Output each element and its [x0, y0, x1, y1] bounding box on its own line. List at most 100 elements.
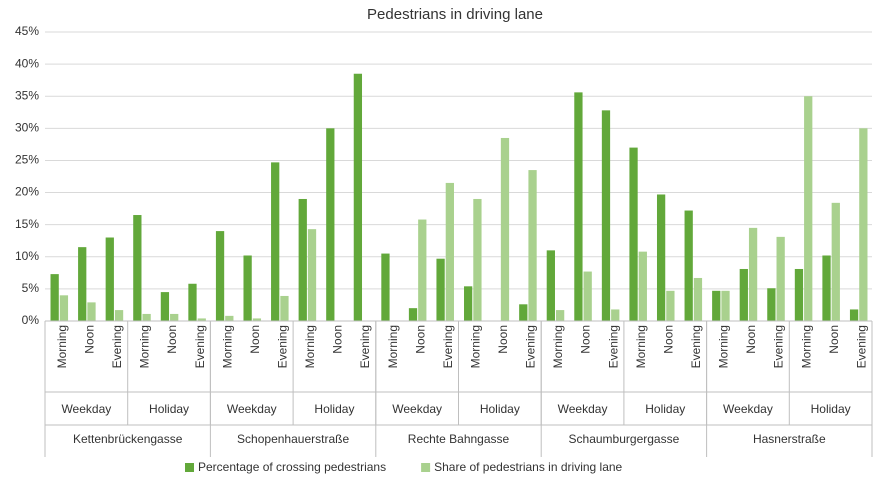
- y-tick-label: 5%: [22, 281, 40, 295]
- bar: [546, 250, 555, 321]
- category-group-label: Schaumburgergasse: [569, 432, 680, 446]
- bar: [160, 292, 170, 321]
- bar: [555, 310, 565, 321]
- x-tick-label: Noon: [331, 325, 345, 354]
- x-tick-label: Morning: [551, 325, 565, 368]
- y-tick-label: 10%: [15, 249, 39, 263]
- x-tick-label: Morning: [634, 325, 648, 368]
- x-tick-label: Morning: [303, 325, 317, 368]
- bar: [739, 268, 748, 321]
- bar: [822, 255, 831, 321]
- bar: [188, 283, 197, 321]
- category-group-label: Holiday: [480, 402, 520, 416]
- bar: [307, 229, 317, 321]
- category-group-label: Weekday: [392, 402, 442, 416]
- bar: [611, 309, 620, 321]
- bar: [500, 137, 510, 321]
- category-group-label: Weekday: [723, 402, 773, 416]
- category-group-label: Kettenbrückengasse: [73, 432, 183, 446]
- y-tick-label: 0%: [22, 313, 40, 327]
- x-tick-label: Evening: [854, 325, 868, 368]
- bar: [170, 313, 179, 321]
- bar: [243, 255, 252, 321]
- bar: [748, 227, 758, 321]
- x-tick-label: Evening: [275, 325, 289, 368]
- bar: [684, 210, 693, 321]
- category-group-label: Holiday: [149, 402, 189, 416]
- bar: [794, 268, 804, 321]
- x-tick-label: Noon: [827, 325, 841, 354]
- bar: [114, 310, 124, 321]
- x-tick-label: Morning: [138, 325, 152, 368]
- x-tick-label: Evening: [358, 325, 372, 368]
- bar: [666, 290, 675, 321]
- x-tick-label: Noon: [579, 325, 593, 354]
- bar: [78, 247, 87, 321]
- category-group-label: Holiday: [811, 402, 851, 416]
- y-tick-label: 20%: [15, 185, 39, 199]
- category-group-label: Schopenhauerstraße: [237, 432, 349, 446]
- bar: [859, 128, 868, 321]
- category-group-label: Holiday: [314, 402, 354, 416]
- x-tick-label: Noon: [413, 325, 427, 354]
- bar: [638, 251, 647, 321]
- y-tick-label: 40%: [15, 56, 39, 70]
- bar: [271, 162, 280, 321]
- x-tick-label: Morning: [55, 325, 69, 368]
- bar: [353, 73, 363, 321]
- bar: [519, 304, 528, 321]
- y-tick-label: 25%: [15, 153, 39, 167]
- bar: [381, 253, 390, 321]
- bar: [87, 302, 96, 321]
- bar: [712, 290, 721, 321]
- y-tick-label: 30%: [15, 121, 39, 135]
- bar: [418, 219, 427, 321]
- bar: [804, 96, 813, 321]
- x-tick-label: Morning: [220, 325, 234, 368]
- x-tick-label: Evening: [524, 325, 538, 368]
- bar: [50, 274, 59, 321]
- x-tick-label: Evening: [772, 325, 786, 368]
- x-tick-label: Noon: [248, 325, 262, 354]
- category-group-label: Rechte Bahngasse: [408, 432, 510, 446]
- bar: [280, 295, 289, 321]
- bar: [583, 271, 592, 321]
- x-tick-label: Noon: [744, 325, 758, 354]
- bar: [408, 308, 418, 321]
- bar: [298, 198, 307, 321]
- bar: [142, 313, 151, 321]
- bar: [629, 147, 638, 321]
- bar: [436, 258, 445, 321]
- legend-swatch: [421, 463, 431, 472]
- bar: [721, 290, 730, 321]
- y-tick-label: 15%: [15, 217, 39, 231]
- bar: [59, 295, 69, 321]
- bar: [656, 194, 666, 321]
- bar: [693, 277, 703, 321]
- bar: [473, 198, 482, 321]
- bar: [445, 182, 454, 321]
- legend-label: Share of pedestrians in driving lane: [434, 460, 622, 474]
- x-tick-label: Evening: [110, 325, 124, 368]
- bar: [464, 286, 473, 321]
- category-group-label: Hasnerstraße: [753, 432, 826, 446]
- bar: [197, 318, 206, 321]
- bar: [831, 202, 840, 321]
- y-tick-label: 35%: [15, 88, 39, 102]
- x-tick-label: Evening: [441, 325, 455, 368]
- legend-swatch: [185, 463, 194, 472]
- bar: [133, 215, 142, 321]
- y-tick-label: 45%: [15, 24, 39, 38]
- x-tick-label: Morning: [799, 325, 813, 368]
- bar: [849, 309, 859, 321]
- bar: [601, 110, 611, 322]
- x-tick-label: Noon: [83, 325, 97, 354]
- chart-title: Pedestrians in driving lane: [367, 6, 543, 23]
- category-group-label: Weekday: [61, 402, 111, 416]
- bar: [326, 128, 335, 321]
- x-tick-label: Morning: [386, 325, 400, 368]
- category-group-label: Weekday: [558, 402, 608, 416]
- x-tick-label: Evening: [193, 325, 207, 368]
- bar: [225, 315, 234, 321]
